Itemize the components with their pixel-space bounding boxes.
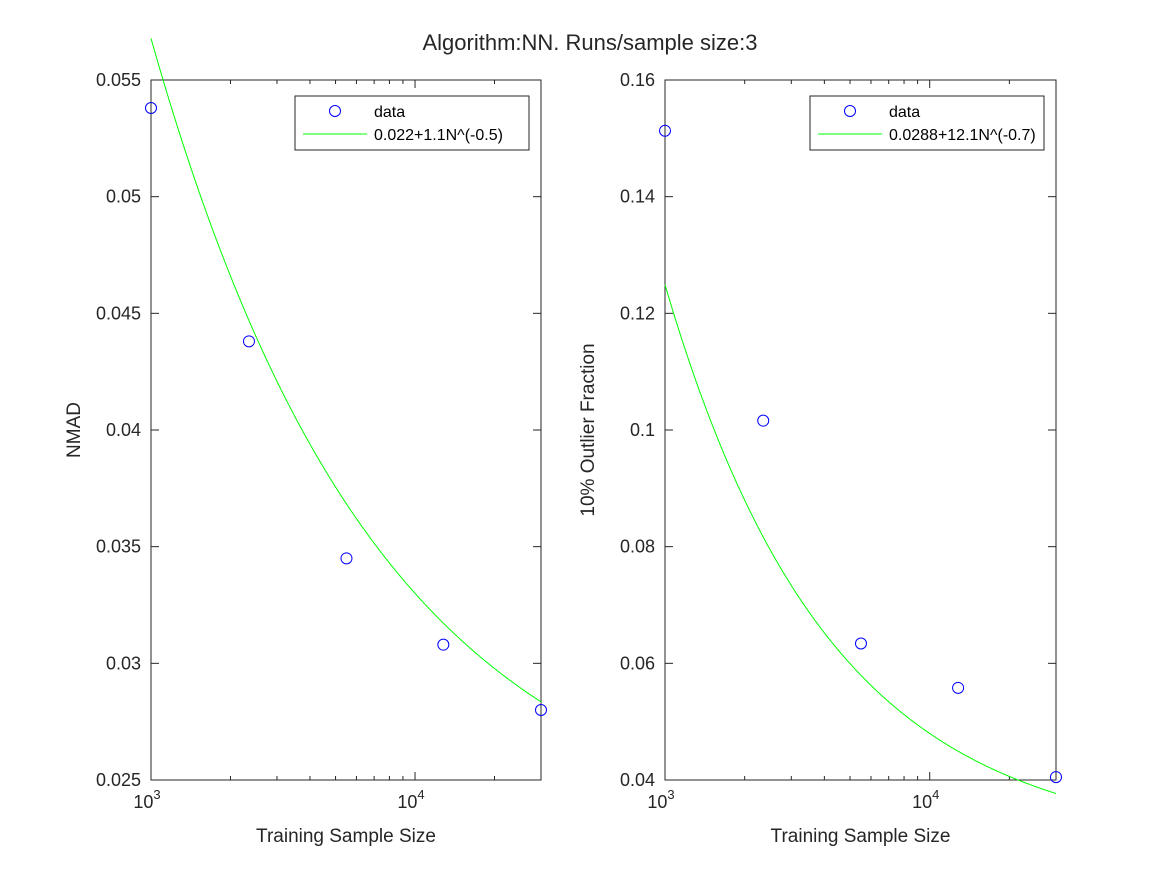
y-tick-label: 0.14: [620, 187, 655, 207]
legend: data 0.0288+12.1N^(-0.7): [809, 95, 1045, 151]
legend-box: [809, 95, 1045, 151]
y-tick-label: 0.04: [620, 770, 655, 790]
y-tick-label: 0.025: [96, 770, 141, 790]
y-tick-label: 0.06: [620, 653, 655, 673]
legend-marker-data: [329, 105, 341, 117]
axes-box: [150, 79, 542, 781]
legend-label-fit: 0.0288+12.1N^(-0.7): [889, 127, 1036, 144]
x-axis-label: Training Sample Size: [771, 826, 951, 847]
fit-curve: [150, 38, 542, 703]
figure-title: Algorithm:NN. Runs/sample size:3: [422, 30, 757, 55]
legend-label-data: data: [889, 104, 920, 121]
x-tick-label: 104: [912, 787, 939, 812]
y-tick-label: 0.16: [620, 70, 655, 90]
data-point: [242, 335, 255, 348]
x-tick-label: 104: [397, 787, 424, 812]
legend: data 0.022+1.1N^(-0.5): [294, 95, 530, 151]
x-axis-label: Training Sample Size: [256, 826, 436, 847]
legend-box: [294, 95, 530, 151]
data-point: [1050, 771, 1062, 784]
data-point: [535, 704, 547, 716]
y-tick-label: 0.1: [630, 420, 655, 440]
left-subplot-nmad: 0.025 0.03 0.035 0.04 0.045 0.05 0.055 103 104 Tr…: [64, 38, 547, 847]
data-point: [340, 552, 353, 565]
fit-curve: [664, 284, 1057, 794]
legend-label-data: data: [374, 104, 405, 121]
data-point: [757, 414, 770, 427]
y-tick-label: 0.08: [620, 537, 655, 557]
y-axis-label: NMAD: [64, 402, 85, 458]
y-tick-label: 0.04: [106, 420, 141, 440]
y-tick-label: 0.03: [106, 653, 141, 673]
x-tick-label: 103: [133, 787, 160, 812]
y-tick-label: 0.055: [96, 70, 141, 90]
data-point: [952, 681, 965, 694]
data-point: [659, 124, 671, 137]
legend-label-fit: 0.022+1.1N^(-0.5): [374, 127, 503, 144]
data-point: [437, 638, 450, 651]
data-point: [854, 637, 867, 650]
y-tick-label: 0.045: [96, 303, 141, 323]
right-subplot-outlier-fraction: 0.04 0.06 0.08 0.1 0.12 0.14 0.16 103 104 Trainin…: [578, 70, 1062, 847]
y-tick-label: 0.12: [620, 303, 655, 323]
y-tick-label: 0.05: [106, 187, 141, 207]
data-point: [145, 102, 157, 114]
x-tick-label: 103: [647, 787, 674, 812]
legend-marker-data: [844, 105, 856, 117]
y-axis-label: 10% Outlier Fraction: [578, 343, 599, 516]
y-tick-label: 0.035: [96, 537, 141, 557]
